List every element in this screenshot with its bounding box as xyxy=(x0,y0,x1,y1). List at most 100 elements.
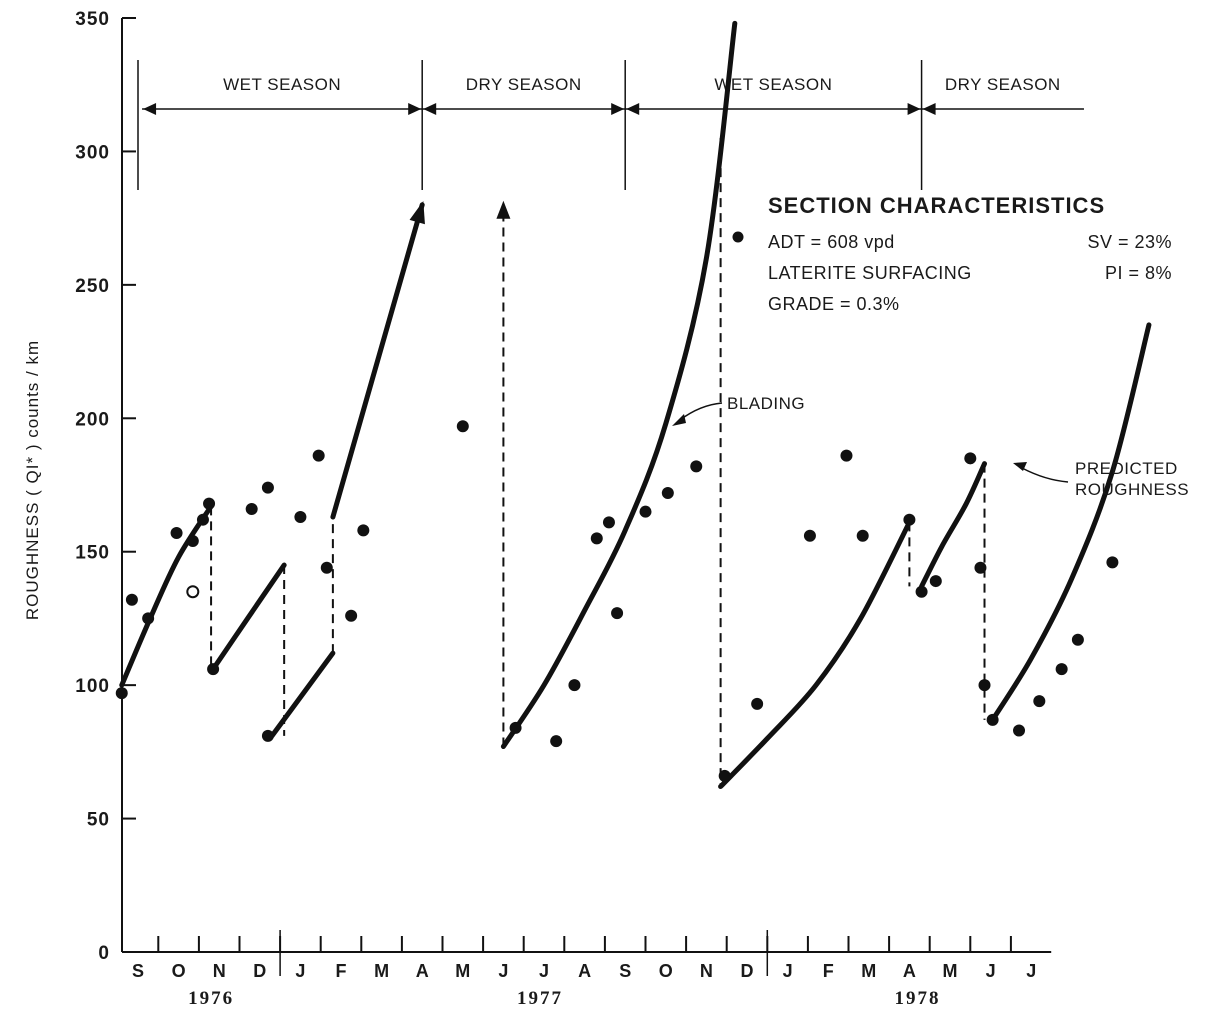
blading-leader-arrowhead xyxy=(672,414,686,426)
y-tick-label-250: 250 xyxy=(75,276,110,297)
month-label-1: O xyxy=(172,961,186,981)
data-point-2 xyxy=(142,612,155,625)
blading-jumps xyxy=(210,138,986,787)
data-point-4 xyxy=(186,535,199,548)
predicted-leader-arrowhead xyxy=(1013,462,1027,471)
season-arrow-left-2 xyxy=(626,103,640,115)
blading-annotation: BLADING xyxy=(672,394,805,426)
season-label-3: DRY SEASON xyxy=(945,75,1061,94)
season-label-0: WET SEASON xyxy=(223,75,341,94)
y-tick-label-300: 300 xyxy=(75,142,110,163)
data-point-6 xyxy=(203,497,216,510)
y-tick-label-350: 350 xyxy=(75,9,110,30)
data-point-40 xyxy=(1055,663,1068,676)
season-arrow-left-0 xyxy=(143,103,157,115)
data-point-26 xyxy=(718,769,731,782)
predicted-roughness-curves xyxy=(119,20,1152,790)
data-point-41 xyxy=(1071,633,1084,646)
month-label-12: S xyxy=(619,961,631,981)
season-label-1: DRY SEASON xyxy=(466,75,582,94)
data-point-28 xyxy=(803,529,816,542)
data-point-39 xyxy=(1033,695,1046,708)
year-label-1: 1977 xyxy=(517,988,563,1009)
blading-leader xyxy=(679,402,723,421)
data-point-9 xyxy=(261,481,274,494)
season-arrow-left-1 xyxy=(423,103,437,115)
season-bands: WET SEASON DRY SEASON WET SEASON DRY SEASON xyxy=(137,60,1084,190)
blading-jump-arrowhead-3 xyxy=(496,200,511,219)
season-arrow-right-1 xyxy=(611,103,625,115)
data-point-7 xyxy=(207,663,220,676)
data-point-11 xyxy=(294,511,307,524)
predicted-curve-7 xyxy=(990,322,1152,723)
predicted-curve-1 xyxy=(210,562,287,672)
month-label-8: M xyxy=(455,961,470,981)
data-point-37 xyxy=(986,713,999,726)
month-label-9: J xyxy=(498,961,508,981)
data-point-29 xyxy=(840,449,853,462)
month-label-3: D xyxy=(253,961,266,981)
data-point-34 xyxy=(964,452,977,465)
month-label-20: M xyxy=(943,961,958,981)
predicted-leader xyxy=(1021,467,1069,483)
data-point-8 xyxy=(245,503,258,516)
data-point-1 xyxy=(125,593,138,606)
season-label-2: WET SEASON xyxy=(714,75,832,94)
predicted-curve-3 xyxy=(330,202,425,520)
section-title: SECTION CHARACTERISTICS xyxy=(768,193,1105,218)
section-characteristics: SECTION CHARACTERISTICS ADT = 608 vpd SV… xyxy=(732,193,1172,314)
data-point-22 xyxy=(611,607,624,620)
y-tick-label-0: 0 xyxy=(98,943,110,964)
data-point-24 xyxy=(661,487,674,500)
season-arrow-left-3 xyxy=(922,103,936,115)
data-point-15 xyxy=(357,524,370,537)
month-label-0: S xyxy=(132,961,144,981)
season-arrow-right-0 xyxy=(408,103,422,115)
month-label-14: N xyxy=(700,961,713,981)
data-point-21 xyxy=(602,516,615,529)
data-point-36 xyxy=(978,679,991,692)
y-tick-label-200: 200 xyxy=(75,409,110,430)
data-point-10 xyxy=(261,729,274,742)
predicted-curve-5 xyxy=(718,519,912,790)
month-label-22: J xyxy=(1026,961,1036,981)
y-tick-label-150: 150 xyxy=(75,543,110,564)
sv-value: SV = 23% xyxy=(1087,232,1172,252)
data-point-38 xyxy=(1013,724,1026,737)
predicted-curve-6 xyxy=(919,461,988,589)
adt-value: ADT = 608 vpd xyxy=(768,232,895,252)
data-point-27 xyxy=(751,697,764,710)
month-label-16: J xyxy=(783,961,793,981)
data-point-33 xyxy=(929,575,942,588)
blading-label: BLADING xyxy=(727,394,805,413)
month-label-21: J xyxy=(986,961,996,981)
predicted-curve-4 xyxy=(500,20,738,750)
data-point-35 xyxy=(974,561,987,574)
season-arrow-right-2 xyxy=(907,103,921,115)
data-point-16 xyxy=(456,420,469,433)
data-point-5 xyxy=(196,513,209,526)
data-point-30 xyxy=(856,529,869,542)
data-point-20 xyxy=(590,532,603,545)
data-point-19 xyxy=(568,679,581,692)
month-label-6: M xyxy=(374,961,389,981)
data-point-3 xyxy=(170,527,183,540)
pi-value: PI = 8% xyxy=(1105,263,1172,283)
month-label-7: A xyxy=(416,961,429,981)
predicted-label-line1: PREDICTED xyxy=(1075,459,1178,478)
month-label-11: A xyxy=(578,961,591,981)
month-label-19: A xyxy=(903,961,916,981)
month-label-5: F xyxy=(336,961,347,981)
data-point-23 xyxy=(639,505,652,518)
data-point-31 xyxy=(903,513,916,526)
data-point-42 xyxy=(1106,556,1119,569)
data-point-18 xyxy=(550,735,563,748)
year-label-2: 1978 xyxy=(895,988,941,1009)
month-label-13: O xyxy=(659,961,673,981)
data-point-25 xyxy=(690,460,703,473)
month-label-4: J xyxy=(295,961,305,981)
data-point-14 xyxy=(345,609,358,622)
predicted-annotation: PREDICTED ROUGHNESS xyxy=(1013,459,1189,499)
predicted-curve-0 xyxy=(119,503,214,688)
